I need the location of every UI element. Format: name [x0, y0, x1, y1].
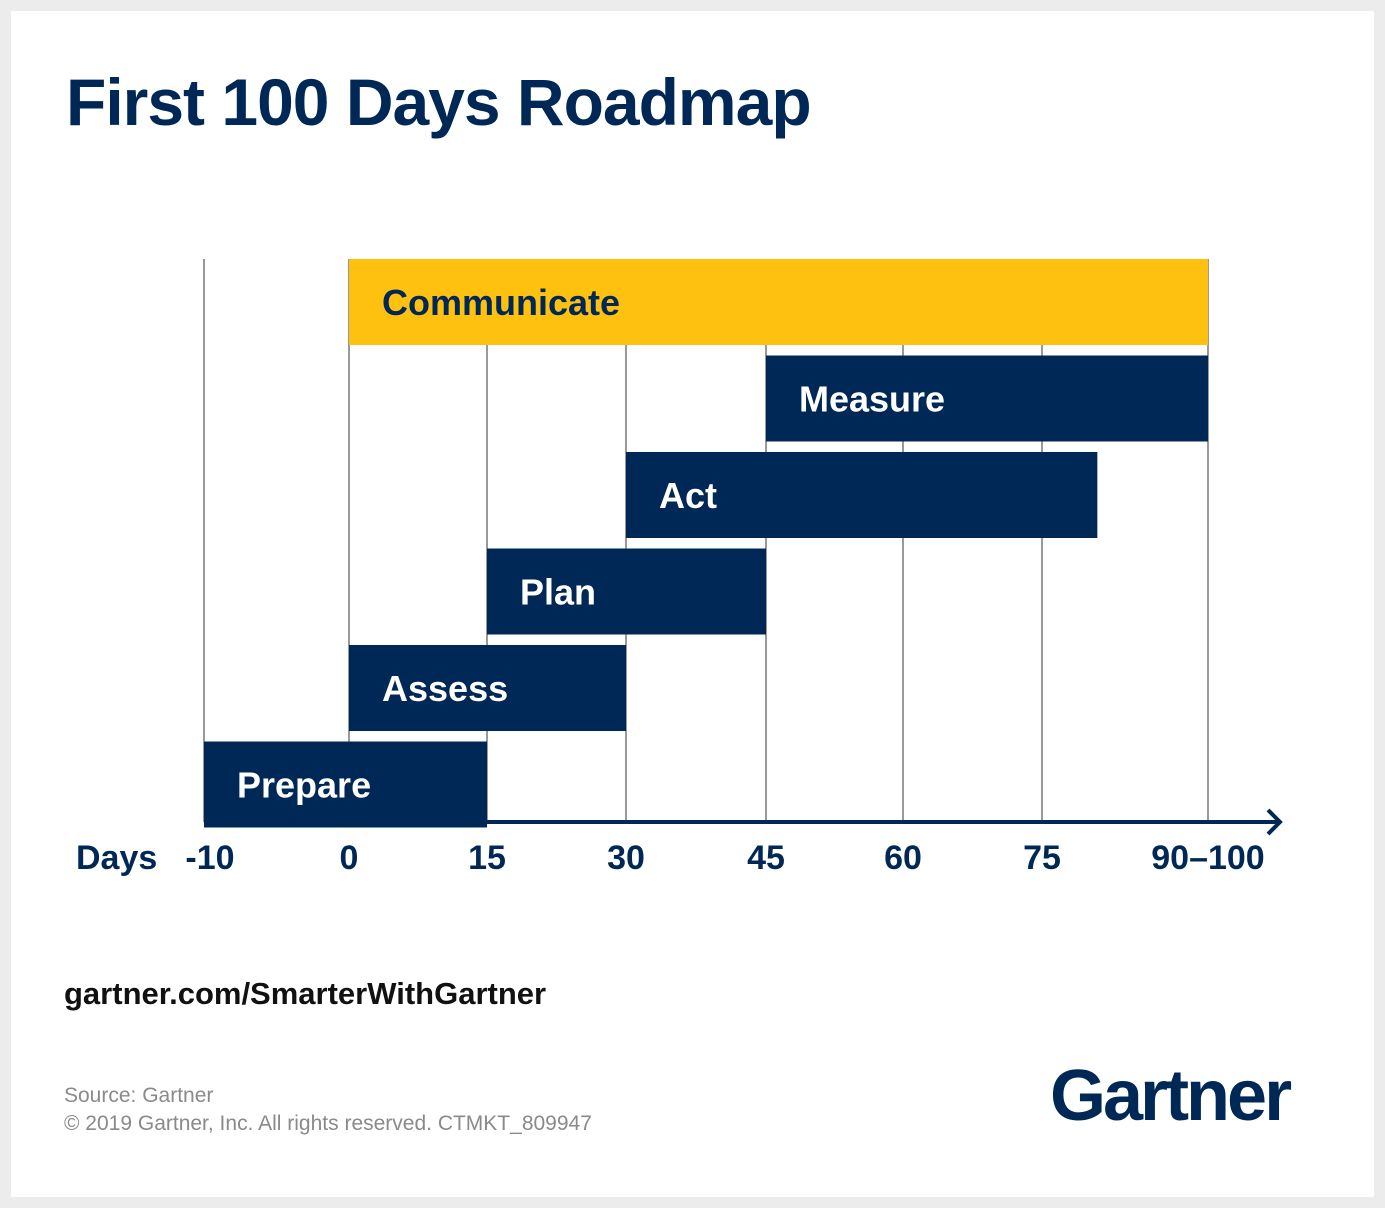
gartner-logo: Gartner: [1050, 1056, 1292, 1136]
bar-label: Plan: [520, 572, 596, 613]
bar-label: Communicate: [382, 282, 620, 323]
x-tick-label: 0: [340, 839, 359, 877]
copyright-note: © 2019 Gartner, Inc. All rights reserved…: [64, 1112, 592, 1135]
x-tick-label: -10: [185, 839, 234, 877]
x-tick-label: 45: [747, 839, 785, 877]
bar-communicate: [349, 259, 1208, 345]
x-tick-label: 60: [884, 839, 922, 877]
bar-label: Measure: [799, 379, 945, 420]
bar-assess: [349, 645, 626, 731]
bar-plan: [487, 548, 766, 635]
bar-label: Prepare: [237, 765, 371, 806]
website-link[interactable]: gartner.com/SmarterWithGartner: [64, 976, 547, 1011]
axis-arrow-icon: [1266, 808, 1283, 836]
x-tick-label: 15: [468, 839, 506, 877]
bar-prepare: [204, 741, 487, 828]
source-note: Source: Gartner: [64, 1084, 214, 1107]
bar-label: Act: [659, 475, 717, 516]
x-tick-label: 30: [607, 839, 645, 877]
x-tick-label: 75: [1023, 839, 1061, 877]
bar-label: Assess: [382, 668, 508, 709]
x-tick-label: 90–100: [1151, 839, 1264, 877]
x-axis-label: Days: [76, 839, 157, 877]
page-title: First 100 Days Roadmap: [66, 65, 812, 139]
bar-act: [626, 452, 1098, 538]
bar-measure: [766, 355, 1208, 442]
